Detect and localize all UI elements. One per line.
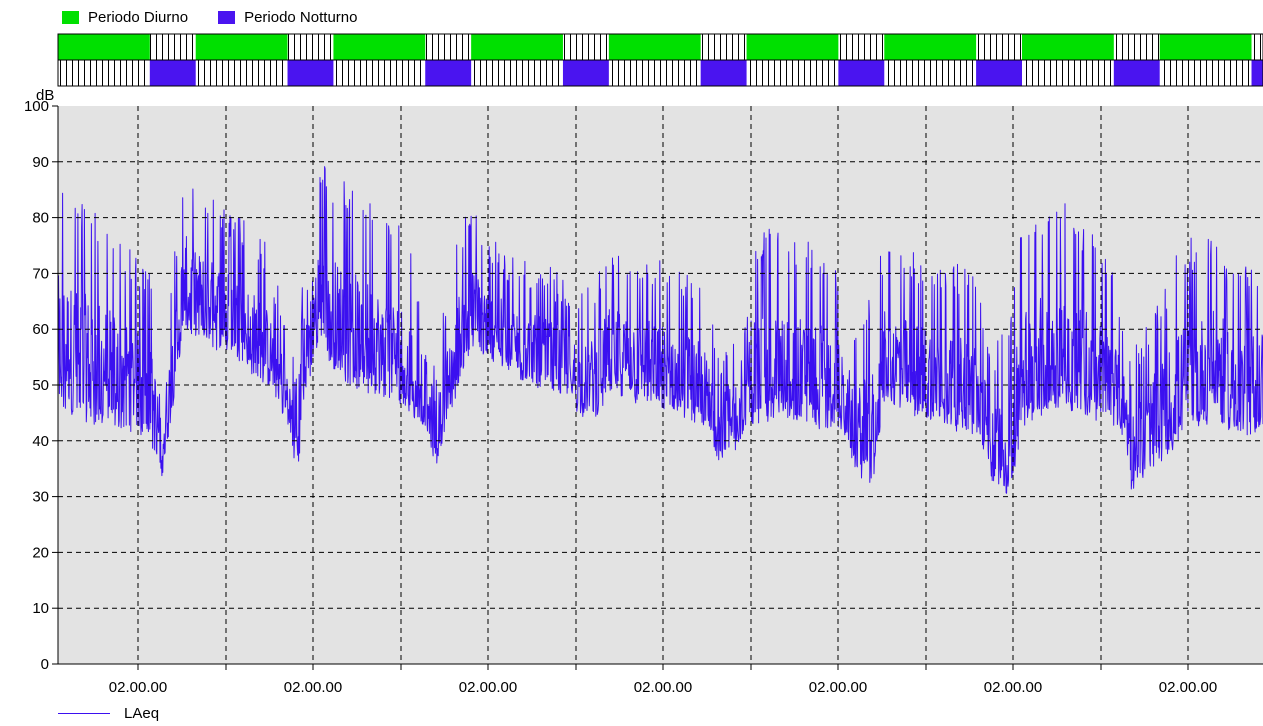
y-axis-label: dB — [36, 87, 54, 104]
x-tick-label: 02.00.00 — [284, 679, 342, 696]
night-period-block — [1251, 60, 1263, 86]
legend-item-night: Periodo Notturno — [218, 9, 357, 26]
night-period-block — [838, 60, 885, 86]
day-period-block — [884, 34, 977, 60]
y-tick-label: 80 — [32, 210, 49, 227]
night-period-block — [287, 60, 334, 86]
x-tick-label: 02.00.00 — [809, 679, 867, 696]
x-tick-label: 02.00.00 — [634, 679, 692, 696]
y-tick-label: 100 — [24, 98, 49, 115]
y-tick-label: 40 — [32, 433, 49, 450]
day-period-block — [746, 34, 839, 60]
day-swatch — [62, 11, 79, 24]
series-legend-line — [58, 713, 110, 714]
night-period-block — [976, 60, 1022, 86]
x-tick-label: 02.00.00 — [1159, 679, 1217, 696]
y-tick-label: 10 — [32, 600, 49, 617]
night-period-block — [149, 60, 196, 86]
y-tick-label: 70 — [32, 265, 49, 282]
y-tick-label: 20 — [32, 544, 49, 561]
night-period-block — [425, 60, 472, 86]
day-period-block — [1159, 34, 1252, 60]
period-legend: Periodo Diurno Periodo Notturno — [62, 9, 387, 26]
day-period-block — [608, 34, 701, 60]
laeq-series-line — [57, 166, 1263, 494]
day-period-block — [195, 34, 288, 60]
x-tick-label: 02.00.00 — [984, 679, 1042, 696]
y-tick-label: 50 — [32, 377, 49, 394]
night-swatch — [218, 11, 236, 24]
series-legend-label: LAeq — [124, 705, 160, 722]
y-tick-label: 60 — [32, 321, 49, 338]
y-tick-label: 0 — [41, 656, 49, 673]
x-tick-label: 02.00.00 — [109, 679, 167, 696]
night-period-block — [700, 60, 747, 86]
y-tick-label: 90 — [32, 154, 49, 171]
legend-label-night: Periodo Notturno — [244, 9, 358, 26]
day-period-block — [471, 34, 563, 60]
day-period-block — [333, 34, 426, 60]
legend-label-day: Periodo Diurno — [88, 9, 189, 26]
y-tick-label: 30 — [32, 489, 49, 506]
night-period-block — [1113, 60, 1160, 86]
x-tick-label: 02.00.00 — [459, 679, 517, 696]
night-period-block — [562, 60, 609, 86]
day-period-block — [58, 34, 150, 60]
day-period-block — [1022, 34, 1114, 60]
series-legend: LAeq — [58, 705, 159, 722]
legend-item-day: Periodo Diurno — [62, 9, 188, 26]
